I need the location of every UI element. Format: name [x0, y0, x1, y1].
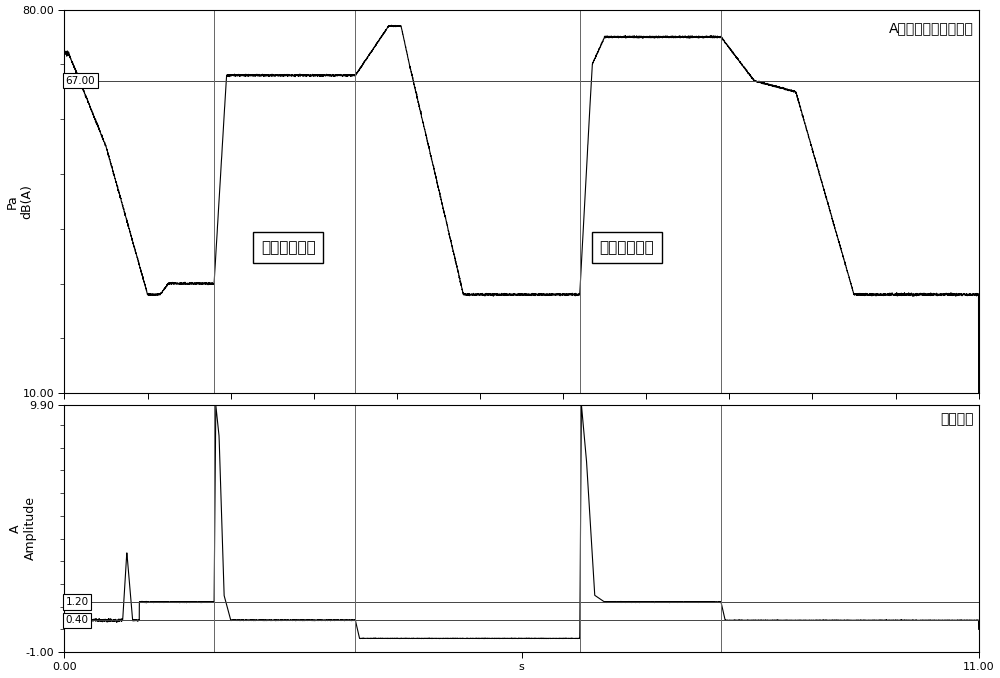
Text: 夾紧空转过程: 夾紧空转过程	[261, 240, 316, 255]
Text: 0.40: 0.40	[65, 615, 88, 625]
Y-axis label: Pa
dB(A): Pa dB(A)	[6, 184, 34, 219]
Text: 释放空转过程: 释放空转过程	[599, 240, 654, 255]
Y-axis label: A
Amplitude: A Amplitude	[9, 496, 37, 560]
Text: 67.00: 67.00	[65, 76, 95, 86]
Text: A计权的总声压级信号: A计权的总声压级信号	[889, 21, 974, 35]
Text: 电流信号: 电流信号	[941, 412, 974, 426]
Text: 1.20: 1.20	[65, 597, 89, 607]
